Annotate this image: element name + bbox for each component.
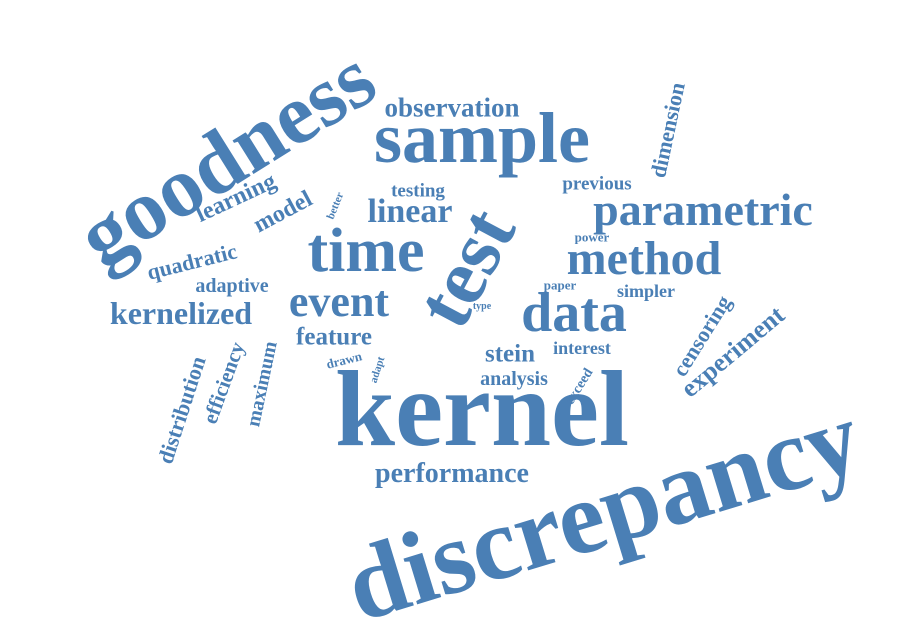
word-performance: performance bbox=[375, 458, 529, 489]
word-interest: interest bbox=[553, 338, 611, 358]
word-sample: sample bbox=[374, 98, 590, 178]
word-dimension: dimension bbox=[645, 80, 690, 180]
word-feature: feature bbox=[296, 323, 372, 351]
word-event: event bbox=[288, 277, 390, 326]
word-kernel: kernel bbox=[335, 350, 629, 469]
word-efficiency: efficiency bbox=[197, 338, 250, 427]
word-power: power bbox=[574, 229, 610, 245]
word-kernelized: kernelized bbox=[109, 295, 253, 331]
word-type: type bbox=[472, 301, 492, 312]
word-paper: paper bbox=[543, 277, 577, 293]
word-adaptive: adaptive bbox=[195, 275, 269, 297]
word-simpler: simpler bbox=[617, 281, 675, 301]
word-method: method bbox=[566, 232, 722, 285]
word-stein: stein bbox=[485, 340, 535, 368]
word-analysis: analysis bbox=[480, 368, 548, 390]
word-testing: testing bbox=[391, 180, 445, 202]
word-linear: linear bbox=[367, 193, 453, 230]
word-maximum: maximum bbox=[242, 339, 282, 429]
word-observation: observation bbox=[384, 92, 520, 123]
word-parametric: parametric bbox=[593, 184, 813, 235]
word-previous: previous bbox=[562, 173, 632, 195]
word-time: time bbox=[307, 217, 425, 285]
word-data: data bbox=[521, 282, 627, 344]
